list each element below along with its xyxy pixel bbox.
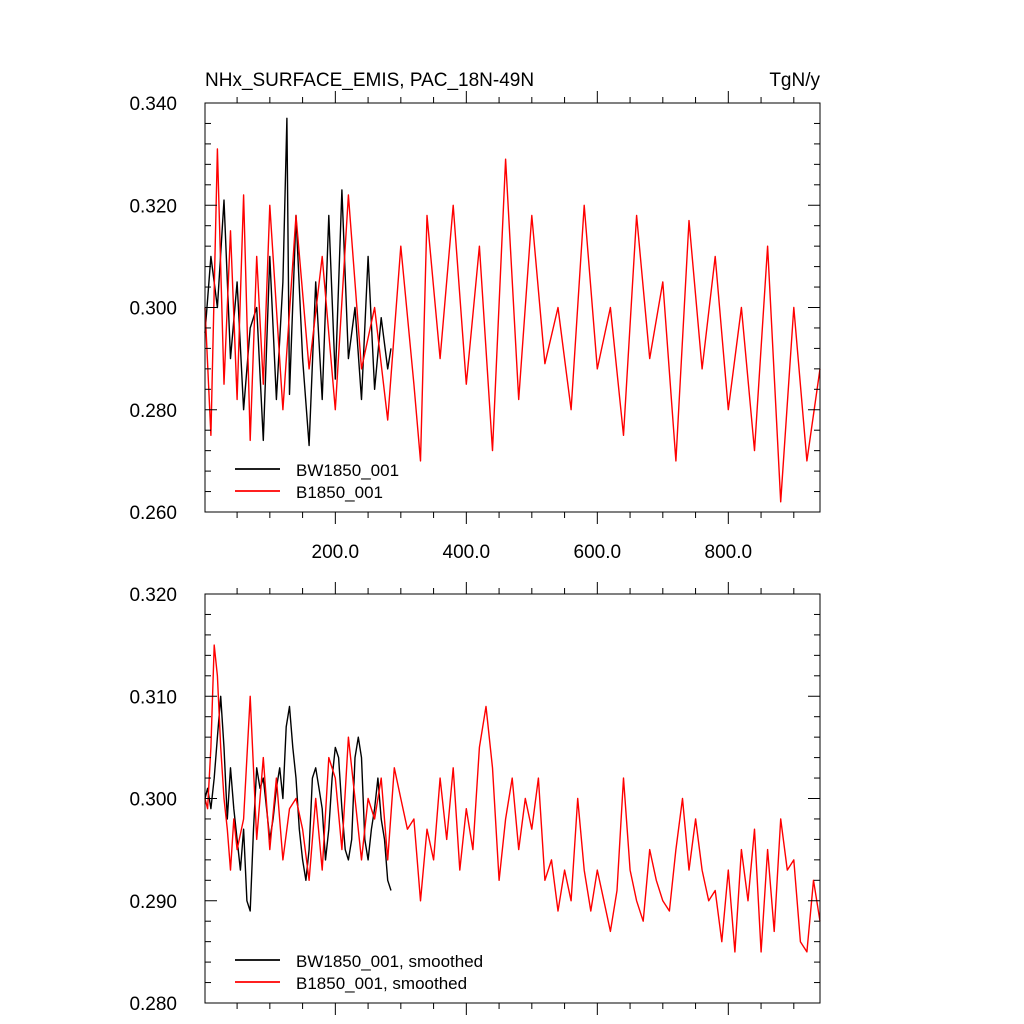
bottom-ytick-label: 0.300 — [129, 790, 177, 811]
top-xtick-label: 800.0 — [705, 542, 753, 563]
top-xtick-label: 400.0 — [443, 542, 491, 563]
bottom-series-line-0 — [204, 695, 392, 912]
top-ytick-label: 0.260 — [129, 503, 177, 524]
legend-label-smoothed-0: BW1850_001, smoothed — [296, 952, 483, 971]
bottom-plot-area: 0.280 0.290 0.300 0.310 0.320 — [129, 582, 821, 1015]
top-xtick-label: 200.0 — [312, 542, 360, 563]
top-xtick-label: 600.0 — [574, 542, 622, 563]
bottom-panel: 0.280 0.290 0.300 0.310 0.320 BW1850_001, sm… — [129, 582, 821, 1015]
legend-label-smoothed-1: B1850_001, smoothed — [296, 974, 467, 993]
legend-label-series-0: BW1850_001 — [296, 461, 399, 480]
bottom-series-line-1 — [204, 644, 821, 953]
bottom-ytick-label: 0.280 — [129, 994, 177, 1015]
legend-label-series-1: B1850_001 — [296, 483, 383, 502]
top-ytick-label: 0.340 — [129, 94, 177, 115]
bottom-ytick-label: 0.310 — [129, 687, 177, 708]
bottom-legend: BW1850_001, smoothed B1850_001, smoothed — [235, 952, 483, 993]
top-panel: NHx_SURFACE_EMIS, PAC_18N-49N TgN/y 0.26… — [129, 70, 821, 563]
top-plot-frame — [204, 102, 821, 513]
top-ytick-label: 0.280 — [129, 401, 177, 422]
top-series-line-1 — [204, 148, 821, 503]
bottom-ytick-label: 0.290 — [129, 892, 177, 913]
bottom-ytick-label: 0.320 — [129, 585, 177, 606]
top-chart-units: TgN/y — [769, 70, 820, 91]
top-plot-area: 0.260 0.280 0.300 0.320 0.340 200.0 400.0 600.0… — [129, 91, 821, 563]
top-legend: BW1850_001 B1850_001 — [235, 461, 399, 502]
top-ytick-label: 0.320 — [129, 196, 177, 217]
top-chart-title: NHx_SURFACE_EMIS, PAC_18N-49N — [205, 70, 534, 91]
top-ytick-label: 0.300 — [129, 299, 177, 320]
